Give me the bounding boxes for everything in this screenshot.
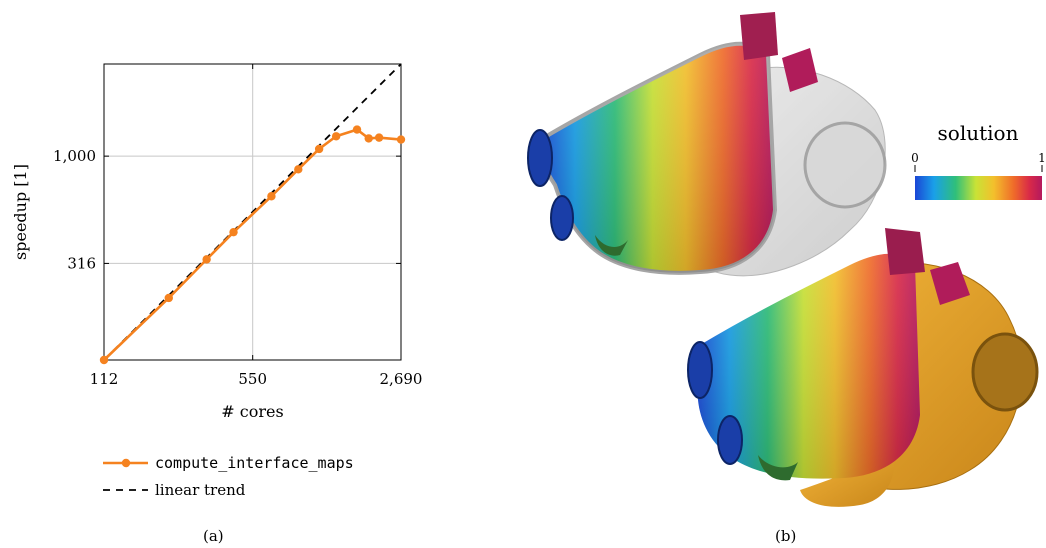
series-point [352, 125, 362, 134]
series-point [229, 227, 238, 237]
y-tick-label: 316 [67, 254, 96, 272]
series-point [331, 132, 341, 141]
series-point [202, 255, 211, 264]
y-axis-label: speedup [1] [11, 164, 30, 260]
series-point [364, 134, 373, 143]
speedup-chart: 112 550 2,690 316 1,000 # cores speedup [1] co… [11, 63, 423, 499]
caption-b: (b) [775, 527, 797, 545]
colorbar: solution 0 1 [911, 121, 1046, 200]
heart-model-solid [687, 228, 1039, 507]
colorbar-max-label: 1 [1038, 151, 1046, 165]
series-point [267, 192, 276, 201]
colorbar-min-label: 0 [911, 151, 919, 165]
legend-series-marker [121, 458, 131, 468]
trend-line [103, 63, 402, 361]
series-point [396, 135, 406, 144]
plot-area: 112 550 2,690 316 1,000 # cores speedup [1] [11, 63, 423, 421]
heart-model-transparent [527, 12, 887, 277]
colorbar-gradient [915, 176, 1042, 200]
caption-a: (a) [203, 527, 224, 545]
series-point [374, 133, 384, 142]
series-point [99, 355, 109, 365]
series-point [164, 293, 173, 303]
series-point [294, 165, 303, 174]
x-axis-label: # cores [221, 402, 283, 421]
y-tick-label: 1,000 [53, 147, 96, 165]
series-point [314, 144, 324, 154]
x-tick-label: 112 [90, 370, 119, 388]
legend-trend-label: linear trend [155, 481, 246, 499]
heart-rendering: solution 0 1 [527, 12, 1046, 507]
colorbar-title: solution [938, 121, 1019, 145]
legend-series-label: compute_interface_maps [155, 454, 354, 472]
chart-legend: compute_interface_maps linear trend [103, 454, 354, 499]
x-tick-label: 2,690 [380, 370, 423, 388]
x-tick-label: 550 [238, 370, 267, 388]
